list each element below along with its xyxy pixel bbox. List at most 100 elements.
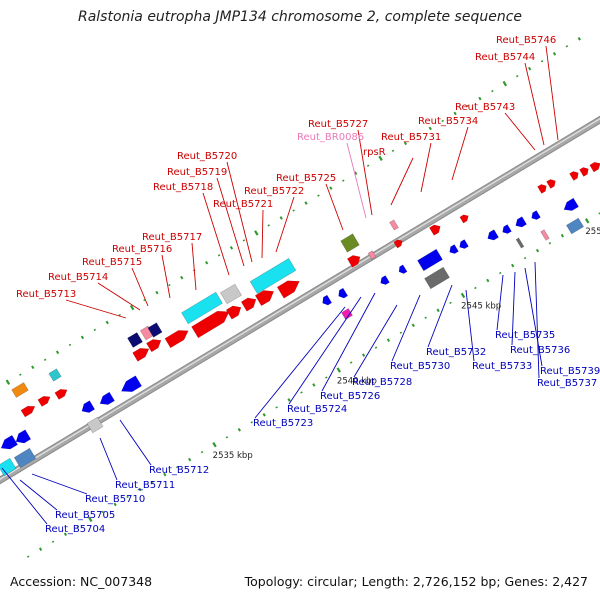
kbp-tick-label: 2550 kbp [585,227,600,237]
reverse-gene-arrow [398,264,408,274]
reverse-gene-arrow [121,375,143,392]
reverse-gene-arrow [322,294,333,306]
teal-feature-box [48,368,62,382]
tick-mark [51,540,55,543]
forward-gene-arrow [579,167,589,177]
label-leader-line [131,267,149,307]
forward-gene-arrow [164,330,189,349]
tick-mark [225,436,229,439]
reverse-gene-arrow [0,434,19,450]
tick-mark [428,126,432,131]
rna-gene-label: Reut_BR0086 [297,132,364,143]
tick-mark [175,465,179,469]
tick-mark [126,495,129,499]
forward-gene-label: Reut_B5714 [48,272,108,283]
tick-mark [577,37,581,41]
label-leader-line [191,242,197,291]
steel-feature-box [565,217,585,235]
forward-gene-label: Reut_B5722 [244,186,304,197]
tick-mark [5,379,11,385]
pink-feature-box [540,229,550,241]
forward-gene-arrow [589,162,600,173]
reverse-gene-label: Reut_B5724 [287,404,347,415]
tick-mark [515,75,519,78]
cyan-feature-box [0,457,17,477]
backbone-highlight [0,118,600,480]
tick-mark [43,358,47,361]
reverse-gene-label: Reut_B5710 [85,494,145,505]
label-leader-line [357,129,373,216]
label-leader-line [254,306,346,419]
accession-text: Accession: NC_007348 [10,574,153,589]
tick-mark [242,239,246,242]
tick-mark [511,263,515,268]
tick-mark [287,398,291,402]
forward-gene-arrow [459,214,469,224]
forward-gene-label: rpsR [363,147,386,158]
tick-mark [151,480,154,484]
olive-feature-box [340,233,360,253]
label-leader-line [524,267,543,367]
label-leader-line [288,296,362,405]
reverse-gene-arrow [15,429,32,444]
forward-gene-label: Reut_B5725 [276,173,336,184]
backbone [0,116,600,484]
reverse-gene-label: Reut_B5732 [426,347,486,358]
map-title: Ralstonia eutropha JMP134 chromosome 2, … [77,9,522,25]
tick-mark [168,283,171,287]
tick-mark [449,301,452,305]
reverse-gene-label: Reut_B5739 [540,366,600,377]
label-leader-line [19,479,58,511]
tick-mark [188,457,192,462]
tick-mark [486,278,490,283]
tick-mark [80,335,85,340]
label-leader-line [97,282,141,311]
leader-layer [1,45,559,525]
gray-feature-box [219,283,243,305]
reverse-gene-label: Reut_B5735 [495,330,555,341]
cyan-feature-box [181,291,223,325]
forward-gene-label: Reut_B5743 [455,102,515,113]
reverse-gene-label: Reut_B5730 [390,361,450,372]
tick-mark [325,376,328,379]
tick-mark [217,254,221,257]
forward-gene-label: Reut_B5727 [308,119,368,130]
label-leader-line [534,261,540,379]
label-leader-line [161,254,171,299]
forward-gene-arrow [393,239,403,249]
reverse-gene-label: Reut_B5736 [510,345,570,356]
forward-gene-label: Reut_B5746 [496,35,556,46]
reverse-gene-arrow [99,391,115,405]
reverse-gene-arrow [449,244,459,254]
tick-mark [560,233,564,238]
reverse-gene-arrow [81,400,96,413]
reverse-gene-label: Reut_B5711 [115,480,175,491]
forward-gene-label: Reut_B5744 [475,52,535,63]
forward-gene-arrow [429,224,441,236]
tick-mark [349,361,353,364]
tick-mark [584,218,590,224]
tick-mark [361,353,366,357]
tick-mark [200,450,204,454]
tick-mark [205,260,209,265]
reverse-gene-arrow [459,239,469,249]
label-leader-line [261,209,264,259]
tick-mark [441,119,444,123]
forward-gene-label: Reut_B5734 [418,116,478,127]
tick-mark [68,343,72,347]
forward-gene-arrow [54,389,68,400]
forward-gene-label: Reut_B5717 [142,232,202,243]
genome-summary-text: Topology: circular; Length: 2,726,152 bp… [244,574,588,589]
label-leader-line [465,289,475,362]
forward-gene-arrow [276,280,300,299]
forward-gene-label: Reut_B5721 [213,199,273,210]
tick-mark [229,246,234,250]
tick-mark [548,242,552,245]
tick-mark [279,216,283,220]
forward-gene-arrow [546,179,556,189]
label-leader-line [427,284,453,348]
label-leader-line [353,304,398,378]
tick-mark [386,338,391,343]
reverse-gene-arrow [502,224,512,234]
